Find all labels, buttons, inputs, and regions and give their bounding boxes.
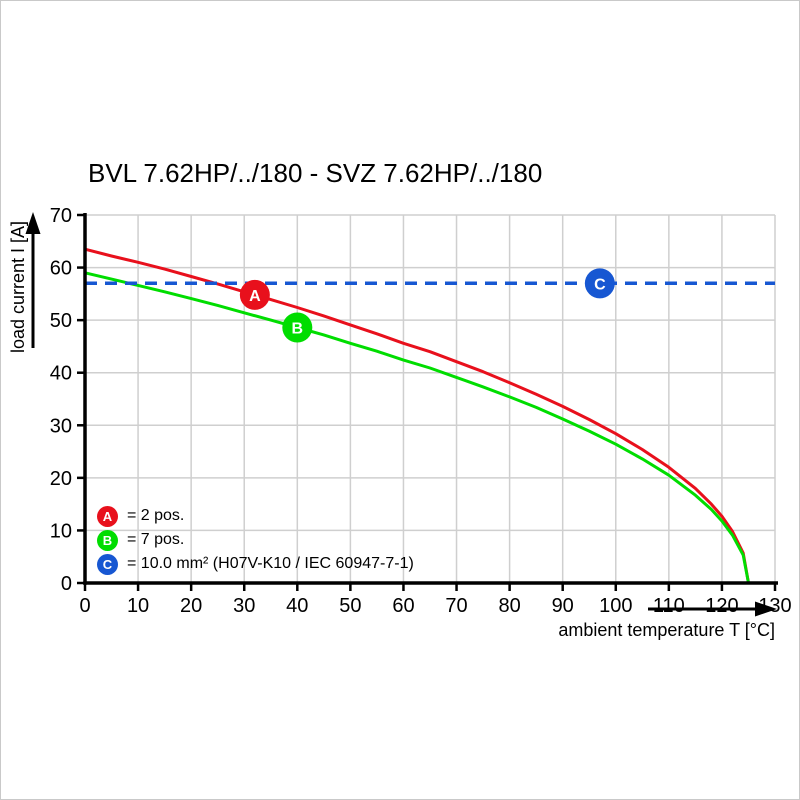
- x-axis-label: ambient temperature T [°C]: [558, 620, 775, 640]
- y-tick-label: 10: [50, 520, 72, 542]
- legend-marker-b-icon: B: [97, 529, 118, 551]
- legend-marker-a-icon: A: [97, 505, 118, 527]
- marker-b: B: [282, 312, 313, 343]
- marker-b-circle-icon: [282, 312, 313, 343]
- x-tick-label: 120: [705, 595, 738, 617]
- legend-item-2pos: A = 2 pos.: [97, 504, 414, 528]
- marker-a-circle-icon: [239, 279, 270, 310]
- x-tick-label: 110: [653, 595, 685, 617]
- curve-series-2: [84, 271, 750, 584]
- marker-c: C: [584, 268, 615, 299]
- marker-a-letter: A: [249, 288, 261, 305]
- x-tick-label: 20: [180, 595, 202, 617]
- legend-item-7pos: B = 7 pos.: [97, 528, 414, 552]
- marker-a: A: [239, 279, 270, 310]
- y-tick-label: 0: [61, 573, 72, 595]
- chart-legend: A = 2 pos. B = 7 pos. C = 10.0 mm² (H07V…: [97, 504, 414, 576]
- x-tick-label: 30: [233, 595, 255, 617]
- chart-title: BVL 7.62HP/../180 - SVZ 7.62HP/../180: [88, 158, 543, 188]
- legend-marker-c-letter: C: [102, 556, 113, 572]
- legend-label-wire: = 10.0 mm² (H07V-K10 / IEC 60947-7-1): [127, 555, 414, 572]
- x-tick-label: 40: [286, 595, 308, 617]
- legend-label-7pos: = 7 pos.: [127, 531, 185, 548]
- x-tick-label: 0: [79, 595, 90, 617]
- y-tick-label: 20: [50, 468, 72, 490]
- curve-series-1: [84, 247, 750, 584]
- marker-c-circle-icon: [584, 268, 615, 299]
- legend-marker-b-letter: B: [102, 532, 113, 548]
- legend-marker-c-icon: C: [97, 553, 118, 575]
- x-tick-label: 60: [392, 595, 414, 617]
- x-tick-label: 10: [127, 595, 149, 617]
- y-tick-label: 60: [50, 258, 72, 280]
- y-tick-label: 40: [50, 363, 72, 385]
- x-tick-label: 90: [552, 595, 574, 617]
- x-tick-label: 80: [498, 595, 520, 617]
- marker-b-letter: B: [292, 321, 304, 338]
- y-axis-arrow-head-icon: [25, 212, 41, 234]
- legend-label-2pos: = 2 pos.: [127, 507, 185, 524]
- x-axis-arrow-head-icon: [755, 601, 777, 617]
- marker-c-letter: C: [594, 276, 606, 293]
- x-tick-label: 100: [599, 595, 632, 617]
- legend-item-wire: C = 10.0 mm² (H07V-K10 / IEC 60947-7-1): [97, 552, 414, 576]
- y-tick-label: 50: [50, 310, 72, 332]
- y-tick-label: 70: [50, 205, 72, 227]
- x-tick-label: 50: [339, 595, 361, 617]
- legend-marker-a-letter: A: [102, 508, 113, 524]
- x-tick-label: 70: [445, 595, 467, 617]
- y-tick-label: 30: [50, 415, 72, 437]
